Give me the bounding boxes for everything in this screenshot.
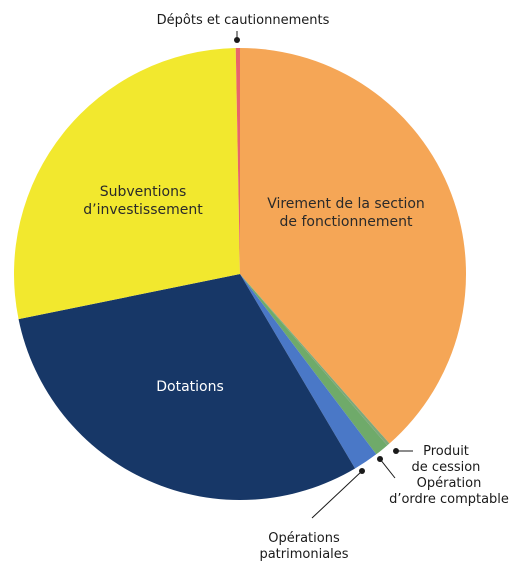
slice-produit-de-cession: [240, 274, 390, 446]
label-produit-de-cession: Produit de cession: [412, 444, 481, 475]
slice-dotations: [18, 274, 356, 501]
leader-line-operations-patrimoniales: [311, 470, 363, 519]
label-depots-cautionnements: Dépôts et cautionnements: [157, 13, 330, 28]
slice-operation-ordre-comptable: [240, 274, 388, 455]
leader-dot-produit-de-cession: [393, 448, 399, 454]
slice-subventions-investissement: [13, 48, 240, 320]
label-dotations: Dotations: [156, 379, 224, 395]
leader-dot-depots-cautionnements: [234, 37, 240, 43]
label-subventions-investissement: Subventions d’investissement: [83, 184, 203, 218]
slice-labels: Virement de la section de fonctionnement P…: [83, 13, 509, 562]
label-operations-patrimoniales: Opérations patrimoniales: [259, 531, 348, 562]
slice-depots-cautionnements: [235, 47, 240, 274]
leader-line-operation-ordre-comptable: [379, 458, 396, 479]
slice-operations-patrimoniales: [240, 274, 377, 469]
leader-dot-operations-patrimoniales: [359, 468, 365, 474]
leader-dot-operation-ordre-comptable: [377, 456, 383, 462]
label-virement-section-fonctionnement: Virement de la section de fonctionnement: [267, 196, 425, 230]
label-operation-ordre-comptable: Opération d’ordre comptable: [389, 476, 509, 507]
pie-slices: [13, 47, 467, 501]
slice-virement-section-fonctionnement: [240, 48, 467, 444]
